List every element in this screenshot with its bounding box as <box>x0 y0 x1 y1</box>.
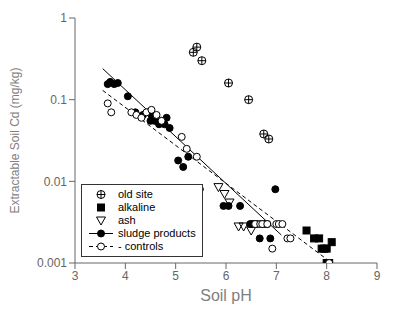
html-text:alkaline: alkaline <box>118 201 156 213</box>
svg-text:5: 5 <box>172 269 179 283</box>
svg-text:Extractable Soil Cd (mg/kg): Extractable Soil Cd (mg/kg) <box>8 67 22 213</box>
svg-text:0.01: 0.01 <box>44 175 68 189</box>
html-text:ash: ash <box>118 214 136 226</box>
svg-text:8: 8 <box>323 269 330 283</box>
svg-text:9: 9 <box>374 269 381 283</box>
svg-text:Soil pH: Soil pH <box>200 287 252 304</box>
svg-text:6: 6 <box>223 269 230 283</box>
svg-text:7: 7 <box>273 269 280 283</box>
html-text:sludge products: sludge products <box>118 227 196 239</box>
html-text:- controls: - controls <box>118 240 164 252</box>
svg-text:0.1: 0.1 <box>50 93 67 107</box>
html-text:old site: old site <box>118 188 153 200</box>
svg-text:0.001: 0.001 <box>37 256 67 270</box>
svg-text:4: 4 <box>122 269 129 283</box>
svg-text:3: 3 <box>72 269 79 283</box>
svg-text:1: 1 <box>60 11 67 25</box>
